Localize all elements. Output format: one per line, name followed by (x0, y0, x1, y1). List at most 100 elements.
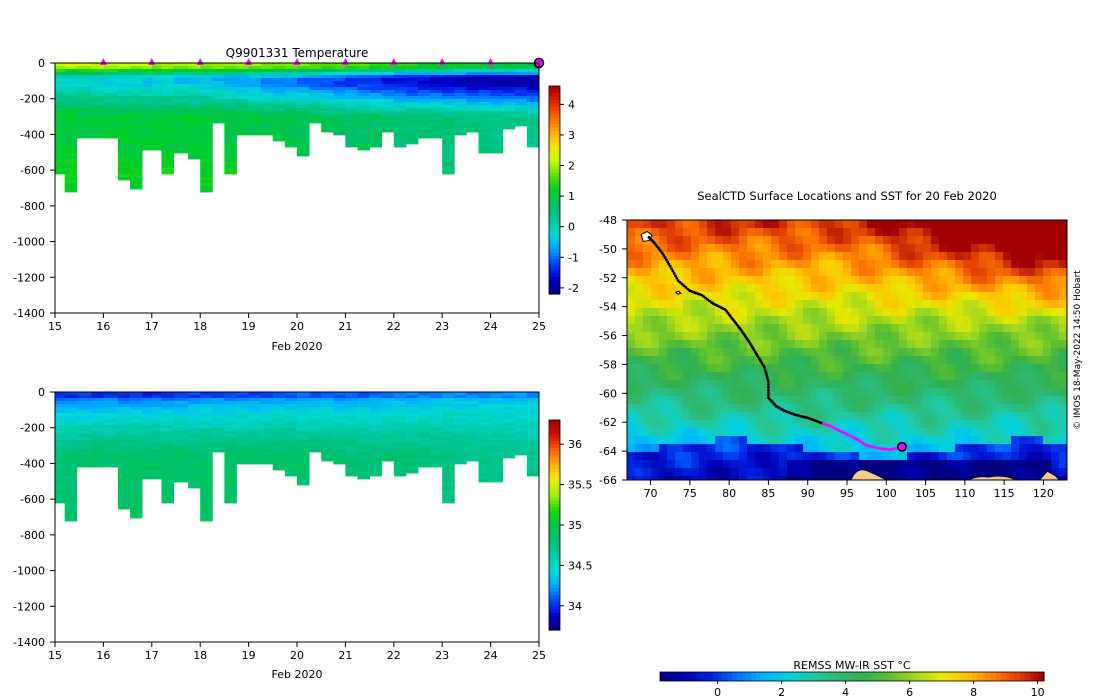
sst-field-cell (1035, 364, 1044, 373)
sst-field-cell (803, 428, 812, 437)
sst-field-cell (675, 252, 684, 261)
sst-field-cell (723, 436, 732, 445)
sal-profile-cell (142, 419, 153, 423)
temp-profile-cell (200, 90, 213, 94)
sal-profile-cell (393, 452, 407, 456)
temp-profile-cell (357, 102, 370, 106)
temp-profile-cell (333, 90, 346, 94)
sal-profile-cell (478, 407, 491, 411)
sst-field-cell (691, 300, 700, 309)
temp-profile-cell (64, 93, 78, 97)
sal-profile-cell (200, 518, 213, 522)
sst-field-cell (1051, 468, 1060, 477)
sst-field-cell (1003, 340, 1012, 349)
sst-field-cell (795, 364, 804, 373)
temp-profile-cell (442, 156, 455, 160)
temp-profile-cell (142, 66, 153, 70)
sst-field-cell (635, 420, 644, 429)
temp-profile-cell (64, 84, 78, 88)
sal-profile-cell (142, 407, 153, 411)
temp-profile-cell (381, 111, 395, 115)
sal-profile-cell (357, 419, 370, 423)
sst-field-cell (715, 380, 724, 389)
temp-profile-cell (64, 150, 78, 154)
temp-profile-cell (173, 84, 189, 88)
sst-field-cell (907, 220, 916, 229)
sst-field-cell (803, 468, 812, 477)
track-point (678, 280, 682, 284)
sal-profile-cell (381, 392, 395, 396)
temp-profile-cell (393, 144, 407, 148)
sst-field-cell (851, 396, 860, 405)
sst-field-cell (715, 268, 724, 277)
sal-profile-cell (321, 443, 334, 447)
temp-profile-cell (442, 93, 455, 97)
temp-profile-cell (430, 105, 443, 109)
sal-profile-cell (333, 401, 346, 405)
sst-field-cell (771, 260, 780, 269)
sst-field-cell (771, 308, 780, 317)
temp-profile-cell (272, 63, 286, 67)
sal-colorbar-segment (549, 472, 560, 477)
sst-field-cell (763, 468, 772, 477)
sal-profile-cell (260, 434, 274, 438)
sst-colorbar-segment (760, 672, 767, 681)
sal-profile-cell (272, 446, 286, 450)
sst-field-cell (643, 436, 652, 445)
temp-profile-cell (103, 78, 119, 82)
sal-profile-cell (490, 461, 504, 465)
sst-field-cell (811, 220, 820, 229)
temp-profile-cell (345, 123, 358, 127)
sst-field-cell (659, 468, 668, 477)
sal-colorbar-segment (549, 553, 560, 558)
sst-field-cell (731, 444, 740, 453)
temp-profile-cell (418, 81, 431, 85)
sst-field-cell (1019, 428, 1028, 437)
temp-profile-cell (260, 132, 274, 136)
sst-field-cell (811, 292, 820, 301)
temp-colorbar-segment (549, 103, 560, 108)
sst-field-cell (627, 428, 636, 437)
temp-profile-cell (430, 90, 443, 94)
temp-profile-cell (248, 72, 262, 76)
sst-field-cell (651, 260, 660, 269)
sst-field-cell (995, 404, 1004, 413)
sal-profile-cell (55, 482, 66, 486)
sst-field-cell (979, 404, 988, 413)
temp-profile-cell (188, 120, 201, 124)
sst-field-cell (643, 364, 652, 373)
sal-profile-cell (64, 440, 78, 444)
temp-profile-cell (188, 126, 201, 130)
temp-profile-cell (142, 120, 153, 124)
sst-field-cell (899, 356, 908, 365)
track-point (686, 287, 690, 291)
sal-profile-cell (490, 398, 504, 402)
temp-profile-cell (490, 126, 504, 130)
temp-profile-cell (297, 102, 310, 106)
sal-profile-cell (64, 413, 78, 417)
sst-field-cell (683, 452, 692, 461)
sal-profile-cell (442, 413, 455, 417)
sst-field-cell (667, 412, 676, 421)
temp-colorbar-segment (549, 155, 560, 160)
temp-profile-cell (272, 105, 286, 109)
sst-field-cell (907, 372, 916, 381)
sst-field-cell (683, 404, 692, 413)
sst-colorbar-segment (804, 672, 810, 681)
sal-colorbar-segment (549, 514, 560, 519)
temp-profile-cell (321, 120, 334, 124)
temp-profile-cell (333, 75, 346, 79)
sst-field-cell (787, 476, 796, 480)
sal-colorbar-segment (549, 602, 560, 607)
temp-profile-cell (454, 66, 467, 70)
temp-profile-cell (64, 69, 78, 73)
sst-field-cell (971, 372, 980, 381)
sst-field-cell (867, 260, 876, 269)
temp-colorbar-segment (549, 214, 560, 219)
temp-profile-cell (297, 111, 310, 115)
temp-profile-cell (345, 135, 358, 139)
sal-profile-cell (284, 413, 298, 417)
sal-profile-cell (130, 428, 143, 432)
sst-field-cell (803, 220, 812, 229)
temp-profile-cell (117, 87, 131, 91)
